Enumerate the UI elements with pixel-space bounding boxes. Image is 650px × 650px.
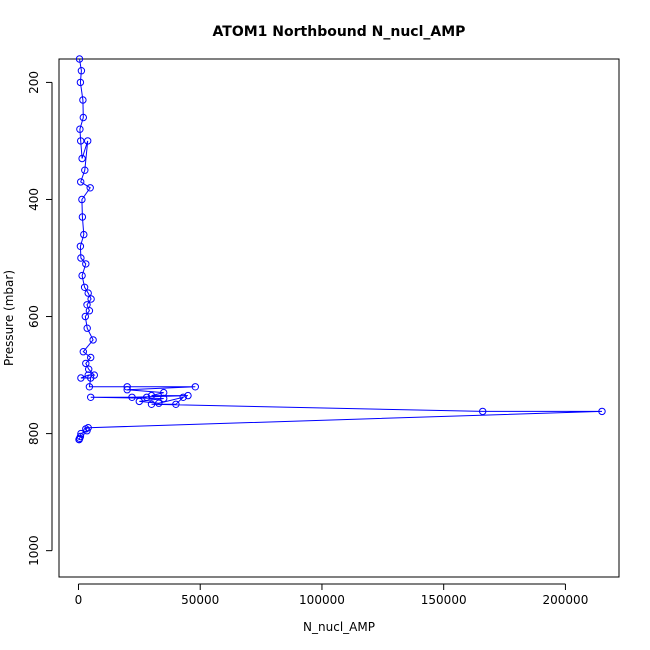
data-point <box>191 383 200 391</box>
data-point <box>155 399 163 407</box>
data-point <box>135 397 144 406</box>
data-point <box>87 374 95 382</box>
x-tick-label: 50000 <box>181 593 219 607</box>
data-point <box>78 195 86 204</box>
data-point <box>89 336 97 344</box>
data-point <box>143 393 151 401</box>
data-point <box>82 425 90 433</box>
data-point <box>85 383 94 391</box>
data-point <box>84 137 92 145</box>
data-point <box>78 213 87 221</box>
series-line <box>78 58 603 440</box>
data-point <box>479 407 487 416</box>
plot-area <box>75 55 606 444</box>
data-point <box>84 289 92 297</box>
data-point <box>85 307 94 315</box>
data-point <box>179 393 187 401</box>
data-point <box>87 295 95 303</box>
chart-title: ATOM1 Northbound N_nucl_AMP <box>213 24 466 40</box>
x-tick-label: 200000 <box>543 593 589 607</box>
data-point <box>598 407 606 416</box>
data-point <box>82 359 90 368</box>
data-point <box>81 312 90 321</box>
data-point <box>78 154 86 163</box>
y-tick-label: 400 <box>27 188 41 211</box>
x-axis: 0 50000 100000 150000 200000 <box>75 583 589 607</box>
data-point <box>79 113 88 122</box>
data-point <box>79 348 88 356</box>
data-point <box>76 125 84 133</box>
data-point <box>160 394 168 403</box>
data-point <box>81 166 89 174</box>
y-tick-label: 800 <box>27 422 41 445</box>
data-point <box>123 386 131 394</box>
data-point <box>76 242 85 251</box>
x-tick-label: 100000 <box>299 593 345 607</box>
y-tick-label: 200 <box>27 71 41 94</box>
data-point <box>76 78 85 87</box>
data-point <box>128 393 136 401</box>
data-point <box>147 400 156 408</box>
data-point <box>123 383 131 391</box>
data-point <box>77 254 85 262</box>
data-point <box>78 271 86 280</box>
data-point <box>77 178 85 186</box>
data-point <box>86 184 94 192</box>
data-point <box>75 435 83 444</box>
plot-frame <box>58 58 620 578</box>
data-point <box>87 353 95 362</box>
data-point <box>80 230 88 239</box>
y-axis-label: Pressure (mbar) <box>2 270 16 366</box>
data-point <box>184 391 192 400</box>
y-tick-label: 600 <box>27 305 41 328</box>
x-tick-label: 0 <box>75 593 83 607</box>
data-point <box>87 393 95 401</box>
data-point <box>77 137 85 145</box>
data-point <box>83 427 91 435</box>
data-point <box>83 324 91 332</box>
data-point <box>77 67 86 75</box>
data-point <box>79 96 87 104</box>
y-axis: 200 400 600 800 1000 <box>27 71 53 566</box>
data-point <box>172 400 180 408</box>
data-point <box>77 374 85 382</box>
data-point <box>147 391 156 400</box>
data-point <box>82 260 90 268</box>
x-tick-label: 150000 <box>421 593 467 607</box>
y-tick-label: 1000 <box>27 535 41 566</box>
data-point <box>75 55 84 63</box>
data-point <box>80 283 89 291</box>
x-axis-label: N_nucl_AMP <box>303 620 375 634</box>
